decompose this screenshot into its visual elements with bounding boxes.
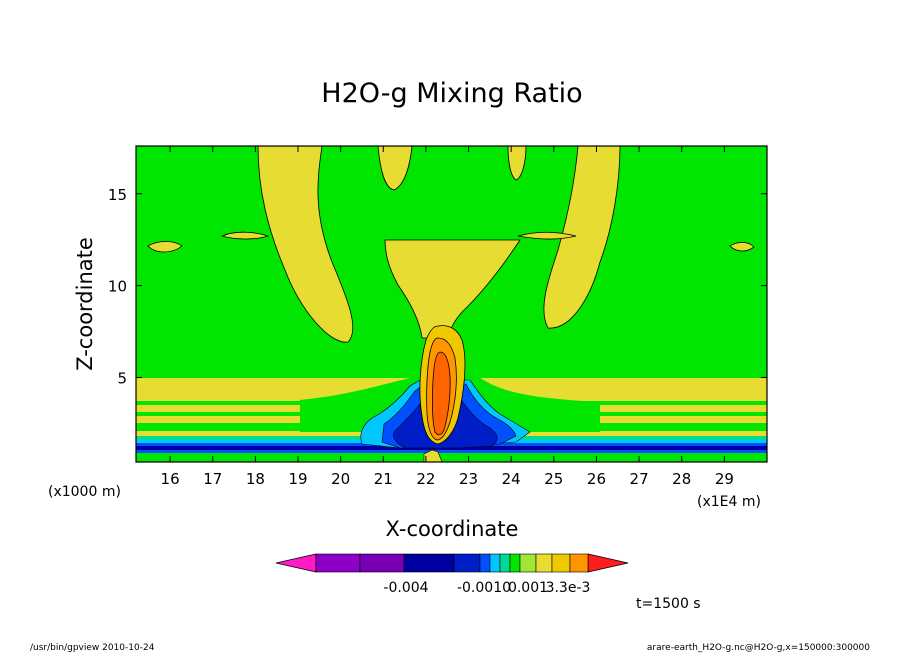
x-tick-label: 23 xyxy=(459,470,478,488)
y-axis-ticks: 5 10 15 xyxy=(108,186,767,387)
contour-yellow-spot-right xyxy=(729,241,755,252)
contour-yellow-left-plume xyxy=(257,145,354,343)
x-unit-label: (x1E4 m) xyxy=(697,494,761,510)
x-tick-label: 18 xyxy=(246,470,265,488)
colorbar-segment xyxy=(535,553,553,573)
y-unit-label: (x1000 m) xyxy=(48,484,121,500)
x-tick-label: 19 xyxy=(288,470,307,488)
colorbar-segment xyxy=(551,553,571,573)
colorbar-high-arrow xyxy=(587,553,629,573)
footer-left: /usr/bin/gpview 2010-10-24 xyxy=(30,643,155,653)
band-blue-2 xyxy=(136,450,767,453)
colorbar-segment xyxy=(499,553,511,573)
contour-yellow-right-plume xyxy=(543,145,621,329)
x-tick-label: 16 xyxy=(161,470,180,488)
contour-yellow-top-blob-b xyxy=(507,145,527,181)
x-tick-label: 26 xyxy=(587,470,606,488)
x-axis-ticks: 16 17 18 19 20 21 22 23 24 25 26 27 28 29 xyxy=(161,146,734,488)
footer-right: arare-earth_H2O-g.nc@H2O-g,x=150000:3000… xyxy=(647,643,870,653)
chart-title: H2O-g Mixing Ratio xyxy=(321,78,582,109)
colorbar-segment xyxy=(453,553,481,573)
colorbar-segment xyxy=(509,553,521,573)
plot-frame xyxy=(135,145,768,463)
colorbar-label: 3.3e-3 xyxy=(546,580,591,596)
x-tick-label: 24 xyxy=(502,470,521,488)
y-tick-label: 15 xyxy=(108,186,127,204)
y-tick-label: 5 xyxy=(117,369,127,387)
colorbar xyxy=(275,553,629,573)
contour-yellow-arm-left xyxy=(220,231,270,240)
contour-yellow-top-blob-a xyxy=(377,145,413,191)
colorbar-segment xyxy=(479,553,491,573)
colorbar-low-arrow xyxy=(275,553,317,573)
x-tick-label: 22 xyxy=(416,470,435,488)
contour-yellow-foot xyxy=(423,449,443,463)
x-tick-label: 21 xyxy=(374,470,393,488)
x-tick-label: 20 xyxy=(331,470,350,488)
band-green-5 xyxy=(136,453,767,462)
colorbar-label: -0.0010 xyxy=(457,580,511,596)
colorbar-segment xyxy=(489,553,501,573)
contour-yellow-spot-left xyxy=(147,241,183,253)
x-tick-label: 29 xyxy=(715,470,734,488)
x-tick-label: 25 xyxy=(544,470,563,488)
colorbar-segment xyxy=(315,553,361,573)
time-label: t=1500 s xyxy=(636,596,701,612)
colorbar-segment xyxy=(569,553,589,573)
plot-area xyxy=(135,145,768,463)
colorbar-label: -0.004 xyxy=(383,580,428,596)
colorbar-segment xyxy=(359,553,405,573)
x-tick-label: 28 xyxy=(672,470,691,488)
contour-yellow-arm-right xyxy=(517,231,577,240)
colorbar-segment xyxy=(403,553,455,573)
colorbar-label: 0.001 xyxy=(508,580,548,596)
x-tick-label: 27 xyxy=(630,470,649,488)
x-axis-label: X-coordinate xyxy=(386,517,519,541)
colorbar-segment xyxy=(519,553,537,573)
contour-red-core xyxy=(432,351,451,436)
y-tick-label: 10 xyxy=(108,278,127,296)
x-tick-label: 17 xyxy=(203,470,222,488)
y-axis-label: Z-coordinate xyxy=(73,237,97,371)
